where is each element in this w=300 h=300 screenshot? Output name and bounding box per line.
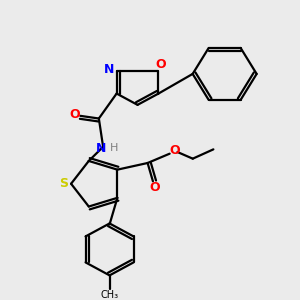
Text: N: N — [96, 142, 106, 155]
Text: O: O — [169, 144, 180, 157]
Text: O: O — [149, 182, 160, 194]
Text: CH₃: CH₃ — [100, 290, 118, 300]
Text: S: S — [59, 177, 68, 190]
Text: O: O — [155, 58, 166, 71]
Text: O: O — [69, 108, 80, 121]
Text: H: H — [110, 143, 119, 154]
Text: N: N — [103, 63, 114, 76]
